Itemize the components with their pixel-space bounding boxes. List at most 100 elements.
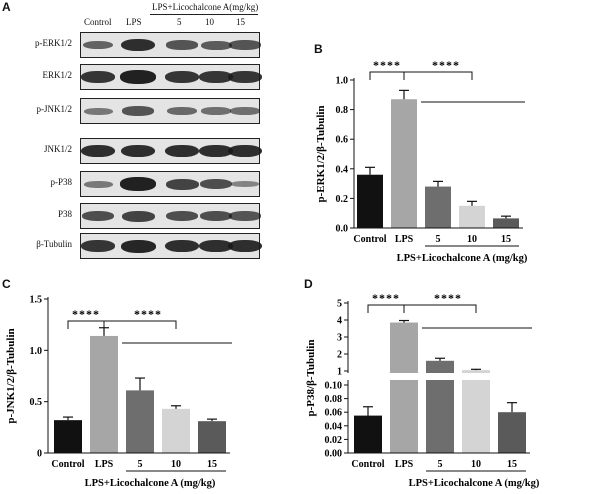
x-axis-label: LPS+Licochalcone A (mg/kg) [397, 253, 528, 264]
bar [357, 174, 383, 228]
x-tick-label: Control [51, 459, 84, 470]
significance-bracket [369, 71, 473, 80]
x-tick-label: LPS [395, 234, 414, 245]
y-tick-label: 4 [337, 316, 342, 327]
x-tick-label: 15 [507, 459, 517, 470]
blot-band [165, 178, 199, 190]
blot-row-label: p-P38 [50, 177, 72, 187]
significance-label: **** [372, 291, 400, 305]
x-axis-label: LPS+Licochalcone A (mg/kg) [85, 478, 216, 489]
y-tick-label: 1 [337, 367, 342, 378]
significance-label: **** [434, 291, 462, 305]
bar [354, 415, 382, 453]
y-tick-label: 5 [337, 299, 342, 310]
y-tick-label: 0.8 [336, 105, 349, 116]
y-tick-label: 0.06 [325, 408, 343, 419]
y-tick-label: 0.04 [325, 421, 343, 432]
blot-band [231, 181, 259, 187]
chart-c-p-jnk: 0 0.5 1.0 1.5 Control LPS 5 10 15 LPS+Licochalcon… [5, 295, 232, 489]
x-tick-label: 15 [207, 459, 217, 470]
blot-band [164, 144, 200, 158]
x-tick-label: 5 [138, 459, 143, 470]
y-tick-label: 1.0 [30, 346, 43, 357]
panel-label-c: C [2, 277, 11, 291]
blot-band [166, 211, 198, 221]
blot-lane-label-lps: LPS [126, 17, 142, 27]
blot-band [165, 71, 199, 83]
y-axis-label: p-P38/β-Tubulin [305, 340, 317, 417]
significance-label: **** [72, 307, 100, 321]
blot-band [120, 239, 156, 253]
blot-lane-label-15: 15 [236, 17, 245, 27]
significance-label: **** [134, 307, 162, 321]
y-tick-label: 0.5 [30, 397, 43, 408]
y-tick-label: 3 [337, 333, 342, 344]
y-axis-label: p-JNK1/2/β-Tubulin [5, 328, 17, 423]
blot-band [120, 38, 156, 52]
y-tick-label: 0.6 [336, 135, 349, 146]
blot-band [228, 71, 262, 83]
x-tick-label: 10 [467, 234, 477, 245]
blot-row-label: p-JNK1/2 [36, 104, 73, 114]
x-tick-label: Control [353, 234, 386, 245]
significance-label: **** [432, 58, 460, 72]
bar [90, 335, 118, 453]
y-tick-label: 0.2 [336, 194, 349, 205]
y-tick-label: 0.10 [325, 381, 343, 392]
blot-group-bracket [150, 14, 258, 15]
blot-band [120, 177, 156, 191]
x-tick-label: 15 [501, 234, 511, 245]
panel-label-d: D [304, 277, 313, 291]
blot-band [121, 210, 155, 222]
axis-break-gap [345, 373, 597, 380]
blot-row-label: P38 [57, 209, 72, 219]
blot-band [81, 71, 115, 83]
blot-band [122, 106, 154, 116]
chart-d-p-p38: 0.00 0.02 0.04 0.06 0.08 0.10 1 2 3 4 5 Control LPS 5… [305, 291, 597, 489]
significance-label: **** [373, 58, 401, 72]
y-tick-label: 0.08 [325, 394, 343, 405]
blot-band [83, 107, 113, 115]
blot-band [200, 179, 232, 189]
blot-band [80, 144, 116, 158]
blot-band [83, 180, 113, 188]
x-axis-label: LPS+Licochalcone A (mg/kg) [409, 478, 540, 489]
blot-row-label: β-Tubulin [36, 239, 72, 249]
y-tick-label: 1.5 [30, 295, 43, 306]
blot-band [82, 211, 114, 221]
blot-row-label: p-ERK1/2 [35, 38, 72, 48]
panel-label-b: B [314, 42, 323, 56]
blot-group-label: LPS+Licochalcone A(mg/kg) [152, 2, 259, 12]
blot-row-label: JNK1/2 [43, 144, 72, 154]
blot-band [201, 107, 231, 115]
y-tick-label: 0.4 [336, 164, 349, 175]
y-tick-label: 0.0 [336, 224, 349, 235]
chart-b-p-erk: 0.0 0.2 0.4 0.6 0.8 1.0 Control LPS 5 10 15 LPS+Lic… [315, 58, 528, 264]
y-tick-label: 0.00 [325, 449, 343, 460]
bar [54, 420, 82, 453]
blot-lane-label-control: Control [84, 17, 112, 27]
x-tick-label: 5 [436, 234, 441, 245]
blot-band [120, 70, 156, 84]
blot-band [82, 40, 114, 50]
bar [493, 218, 519, 228]
blot-lane-label-10: 10 [205, 17, 214, 27]
blot-band [166, 40, 198, 50]
y-tick-label: 0 [37, 449, 42, 460]
blot-band [200, 40, 232, 50]
y-axis-label: p-ERK1/2/β-Tubulin [315, 105, 327, 202]
bar [391, 99, 417, 228]
blot-row-label: ERK1/2 [42, 70, 72, 80]
blot-band [164, 239, 200, 253]
blot-band [200, 211, 232, 221]
bar [198, 421, 226, 453]
x-tick-label: LPS [395, 459, 414, 470]
blot-band [230, 107, 260, 115]
blot-band [81, 240, 115, 252]
bar [425, 186, 451, 228]
bar [390, 322, 418, 453]
bar [162, 408, 190, 453]
x-tick-label: LPS [95, 459, 114, 470]
blot-lane-label-5: 5 [177, 17, 182, 27]
blot-band [199, 71, 233, 83]
